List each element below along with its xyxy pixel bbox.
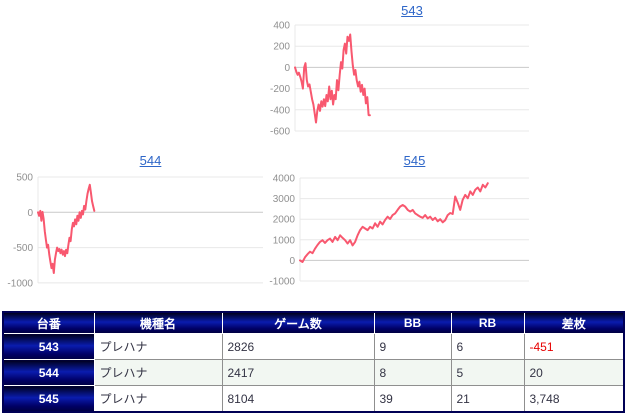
y-tick-label: -1000 [7,278,33,289]
bb-count: 8 [373,359,452,386]
y-tick-label: 200 [273,42,290,53]
col-header-games: ゲーム数 [221,311,375,334]
y-tick-label: 4000 [273,174,296,185]
machine-link-544[interactable]: 544 [139,153,162,168]
chart-545: 4000 3000 2000 1000 0 -1000 [269,174,529,288]
rb-count: 6 [450,333,525,360]
model-name: プレハナ [93,333,223,360]
chart-543: 400 200 0 -200 -400 -600 [270,21,529,138]
model-name: プレハナ [93,359,223,386]
y-tick-label: 1000 [273,235,296,246]
games-count: 8104 [221,385,375,413]
machine-number: 545 [2,385,95,413]
payout-line-series [299,182,489,263]
col-header-model: 機種名 [93,311,223,334]
model-name: プレハナ [93,385,223,413]
machine-link-543[interactable]: 543 [401,3,423,18]
y-tick-label: -400 [270,105,290,116]
machine-number: 544 [2,359,95,386]
table-row: 545 プレハナ 8104 39 21 3,748 [2,385,625,413]
col-header-machine-no: 台番 [2,311,95,334]
y-tick-label: 500 [16,173,33,184]
diff-coins: 3,748 [523,385,625,413]
payout-line-series [37,183,96,274]
y-tick-label: 3000 [273,194,296,205]
bb-count: 9 [373,333,452,360]
machine-link-545[interactable]: 545 [403,153,426,168]
y-tick-label: 0 [284,63,290,74]
y-tick-label: -500 [13,243,33,254]
col-header-diff: 差枚 [523,311,625,334]
y-tick-label: -1000 [269,277,295,288]
diff-coins: -451 [523,333,625,360]
rb-count: 5 [450,359,525,386]
machine-number: 543 [2,333,95,360]
y-tick-label: -200 [270,84,290,95]
payout-line-series [294,33,371,124]
y-tick-label: 2000 [273,215,296,226]
results-table: 台番 機種名 ゲーム数 BB RB 差枚 543 プレハナ 2826 9 6 -… [2,311,625,413]
chart-544: 500 0 -500 -1000 [7,173,263,289]
col-header-bb: BB [373,311,452,334]
rb-count: 21 [450,385,525,413]
table-header-row: 台番 機種名 ゲーム数 BB RB 差枚 [2,311,625,334]
table-row: 543 プレハナ 2826 9 6 -451 [2,333,625,360]
bb-count: 39 [373,385,452,413]
games-count: 2417 [221,359,375,386]
y-tick-label: -600 [270,127,290,138]
y-tick-label: 0 [289,256,295,267]
diff-coins: 20 [523,359,625,386]
table-row: 544 プレハナ 2417 8 5 20 [2,359,625,386]
col-header-rb: RB [450,311,525,334]
games-count: 2826 [221,333,375,360]
y-tick-label: 0 [27,208,33,219]
y-tick-label: 400 [273,21,290,32]
